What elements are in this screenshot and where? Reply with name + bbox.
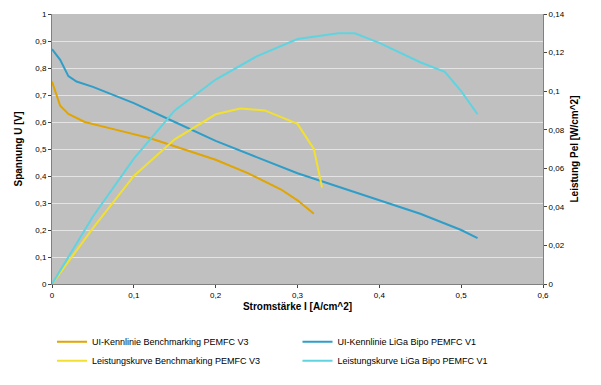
svg-text:0,1: 0,1 <box>128 291 140 300</box>
svg-text:UI-Kennlinie LiGa Bipo PEMFC V: UI-Kennlinie LiGa Bipo PEMFC V1 <box>338 337 477 347</box>
svg-text:0,8: 0,8 <box>35 64 47 73</box>
svg-text:0,6: 0,6 <box>537 291 549 300</box>
svg-text:0,2: 0,2 <box>35 226 47 235</box>
svg-text:0,14: 0,14 <box>549 10 565 19</box>
svg-text:0,4: 0,4 <box>374 291 386 300</box>
svg-text:0,3: 0,3 <box>292 291 304 300</box>
svg-text:0,1: 0,1 <box>35 253 47 262</box>
svg-text:0,4: 0,4 <box>35 172 47 181</box>
svg-text:0,1: 0,1 <box>549 87 561 96</box>
svg-text:0: 0 <box>42 280 47 289</box>
svg-text:0,06: 0,06 <box>549 164 565 173</box>
svg-text:0,2: 0,2 <box>210 291 222 300</box>
svg-text:Stromstärke I [A/cm^2]: Stromstärke I [A/cm^2] <box>243 301 352 312</box>
svg-text:0,02: 0,02 <box>549 241 565 250</box>
svg-text:0,5: 0,5 <box>456 291 468 300</box>
svg-text:0,12: 0,12 <box>549 48 565 57</box>
svg-text:0,04: 0,04 <box>549 203 565 212</box>
svg-text:Leistung Pel [W/cm^2]: Leistung Pel [W/cm^2] <box>569 96 580 203</box>
svg-text:UI-Kennlinie Benchmarking PEMF: UI-Kennlinie Benchmarking PEMFC V3 <box>92 337 249 347</box>
svg-text:0,6: 0,6 <box>35 118 47 127</box>
svg-text:0,7: 0,7 <box>35 91 47 100</box>
svg-text:0,3: 0,3 <box>35 199 47 208</box>
svg-text:0,9: 0,9 <box>35 37 47 46</box>
svg-text:Leistungskurve Benchmarking PE: Leistungskurve Benchmarking PEMFC V3 <box>92 356 260 366</box>
svg-text:Spannung U [V]: Spannung U [V] <box>13 112 24 187</box>
svg-text:1: 1 <box>42 10 47 19</box>
svg-text:0: 0 <box>50 291 55 300</box>
svg-text:0: 0 <box>549 280 554 289</box>
svg-text:Leistungskurve LiGa Bipo PEMFC: Leistungskurve LiGa Bipo PEMFC V1 <box>338 356 488 366</box>
svg-text:0,5: 0,5 <box>35 145 47 154</box>
svg-text:0,08: 0,08 <box>549 126 565 135</box>
